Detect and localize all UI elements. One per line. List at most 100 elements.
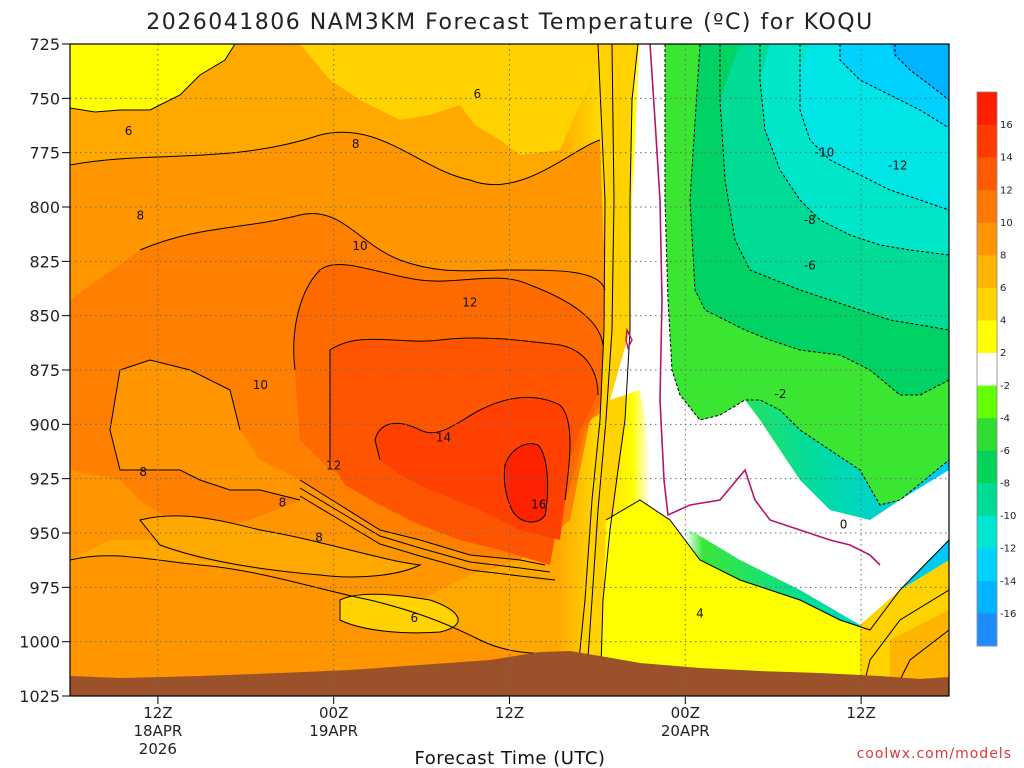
contour-label: -10 <box>815 146 835 160</box>
contour-label: 8 <box>139 465 147 479</box>
colorbar-swatch <box>977 352 997 386</box>
band-6-8-lower-tongue <box>140 515 420 577</box>
colorbar-swatch <box>977 515 997 549</box>
contour-minus14 <box>894 44 949 101</box>
contour-label: -6 <box>804 259 816 273</box>
x-tick-label: 12Z <box>495 704 524 722</box>
contour-minus2 <box>664 44 949 506</box>
colorbar-swatch <box>977 124 997 158</box>
contour-label: -2 <box>775 387 787 401</box>
contour-10 <box>293 264 604 371</box>
colorbar-swatch <box>977 385 997 419</box>
x-tick-date: 20APR <box>661 722 710 740</box>
band-minus2-plus2 <box>610 44 949 625</box>
contour-16 <box>503 443 549 523</box>
contour-front-3 <box>299 495 556 581</box>
y-tick-label: 975 <box>29 578 60 597</box>
chart-title: 2026041806 NAM3KM Forecast Temperature (… <box>146 10 873 35</box>
x-tick-label: 00Z <box>671 704 700 722</box>
y-tick-label: 825 <box>29 252 60 271</box>
band-2-4-lower <box>600 500 870 696</box>
contour-label: 10 <box>352 239 367 253</box>
contour-label: 8 <box>315 530 323 544</box>
contour-8 <box>139 212 606 291</box>
contour-label: -8 <box>804 213 816 227</box>
colorbar-swatch <box>977 580 997 614</box>
y-tick-label: 775 <box>29 144 60 163</box>
x-tick-date: 18APR <box>133 722 182 740</box>
contour-lines <box>70 44 949 696</box>
contour-front-a <box>574 44 606 696</box>
colorbar-swatch <box>977 222 997 256</box>
colorbar-label: -10 <box>1000 511 1016 522</box>
colorbar-label: -8 <box>1000 479 1010 490</box>
colorbar-frame <box>976 91 998 647</box>
contour-6-pocket <box>339 593 459 634</box>
colorbar-swatch <box>977 613 997 647</box>
colorbar-label: 2 <box>1000 348 1006 359</box>
band-8-10-lower <box>70 555 600 696</box>
colorbar-label: 14 <box>1000 153 1013 164</box>
contour-6-b <box>70 131 601 186</box>
y-tick-label: 1025 <box>19 687 60 706</box>
contour-front-b <box>584 44 615 696</box>
contour-12 <box>329 337 599 460</box>
colorbar: -16 -14 -12 -10 -8 -6 -4 -2 2 4 6 8 10 12 14 16 <box>976 91 1016 647</box>
credit-text: coolwx.com/models <box>857 746 1012 762</box>
colorbar-label: -2 <box>1000 381 1010 392</box>
contour-labels: 6 6 8 8 10 12 10 12 14 16 8 8 8 6 4 0 -2 -6 -8 -10 -12 <box>125 87 908 625</box>
plot-frame <box>69 43 950 697</box>
colorbar-label: 8 <box>1000 250 1006 261</box>
colorbar-swatch <box>977 320 997 354</box>
colorbar-label: -4 <box>1000 413 1010 424</box>
y-tick-label: 875 <box>29 361 60 380</box>
gridlines <box>70 44 949 696</box>
contour-minus6 <box>719 44 949 331</box>
colorbar-label: -14 <box>1000 576 1016 587</box>
contour-front-1 <box>299 479 546 566</box>
contour-minus12 <box>839 44 949 129</box>
contour-minus8 <box>759 44 949 256</box>
colorbar-swatch <box>977 417 997 451</box>
colorbar-label: 12 <box>1000 185 1013 196</box>
contour-label: 8 <box>279 496 287 510</box>
colorbar-label: 6 <box>1000 283 1006 294</box>
contour-label: 12 <box>326 459 341 473</box>
colorbar-swatch <box>977 483 997 516</box>
x-tick-label: 12Z <box>143 704 172 722</box>
freezing-line-blip <box>625 327 633 351</box>
band-minus16-minus14 <box>890 44 949 100</box>
colorbar-swatch <box>977 450 997 484</box>
colorbar-label: 4 <box>1000 316 1006 327</box>
band-4-6-pocket <box>340 594 459 633</box>
colorbar-label: -12 <box>1000 544 1016 555</box>
y-axis: 725 750 775 800 825 850 875 900 925 950 975 1000 102… <box>19 35 70 706</box>
contour-label: 6 <box>473 87 481 101</box>
colorbar-swatch <box>977 157 997 191</box>
colorbar-swatch <box>977 189 997 223</box>
colorbar-swatch <box>977 254 997 288</box>
contour-label: 10 <box>253 378 268 392</box>
contour-minus10 <box>799 44 949 211</box>
y-tick-label: 925 <box>29 470 60 489</box>
colorbar-swatch <box>977 548 997 582</box>
contour-4-front <box>599 44 639 696</box>
colorbar-label: 10 <box>1000 218 1013 229</box>
contour-label: 0 <box>840 517 848 531</box>
contour-label: 8 <box>136 209 144 223</box>
contour-label: 4 <box>696 606 704 620</box>
contour-label: 8 <box>352 137 360 151</box>
negative-contour-lines <box>664 44 949 506</box>
colorbar-swatch <box>977 287 997 321</box>
x-tick-label: 00Z <box>319 704 348 722</box>
y-tick-label: 850 <box>29 307 60 326</box>
colorbar-label: -16 <box>1000 609 1016 620</box>
colorbar-swatch <box>977 92 997 125</box>
contour-label: 6 <box>125 124 133 138</box>
contour-label: 14 <box>436 430 451 444</box>
contour-label: -12 <box>888 159 908 173</box>
x-axis-label: Forecast Time (UTC) <box>415 748 606 768</box>
x-tick-label: 12Z <box>846 704 875 722</box>
